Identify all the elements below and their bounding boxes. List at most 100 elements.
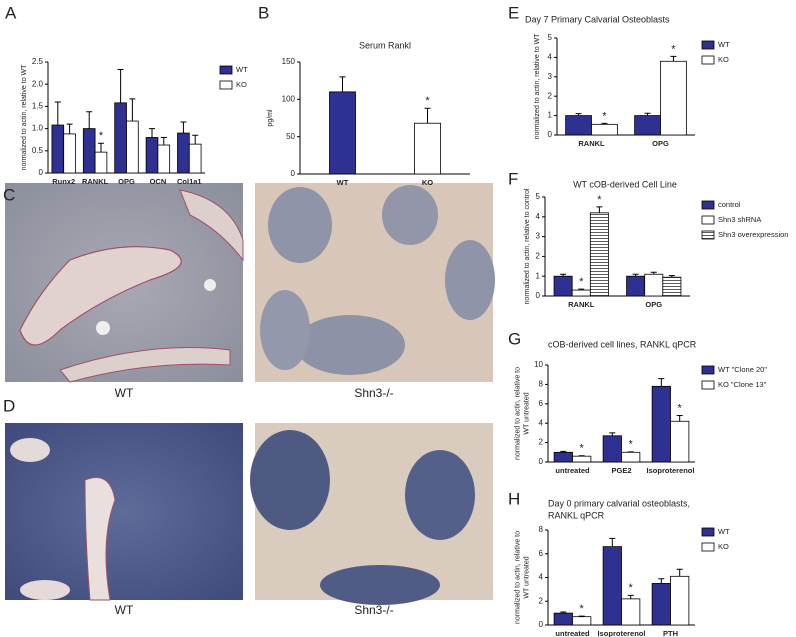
error-bar (644, 112, 651, 116)
error-bar (668, 275, 675, 278)
chart-title: Serum Rankl (359, 40, 411, 50)
x-tick-label: untreated (555, 629, 590, 637)
error-bar (129, 98, 136, 122)
x-tick-label: RANKL (568, 300, 595, 309)
y-tick-label: 2 (548, 91, 553, 100)
bar (126, 120, 139, 174)
bar (51, 124, 65, 174)
bar (572, 455, 592, 463)
bar (94, 151, 108, 174)
y-tick-label: 0 (39, 168, 44, 177)
legend-label: KO (718, 542, 729, 551)
y-tick-label: 2.5 (32, 57, 44, 66)
y-tick-label: 2.0 (32, 79, 44, 88)
y-tick-label: 0 (539, 457, 544, 466)
bar (329, 91, 356, 175)
y-tick-label: 0 (548, 130, 553, 139)
legend-label: KO (718, 55, 729, 64)
legend-swatch (701, 527, 715, 537)
error-bar (560, 273, 567, 277)
error-bar (609, 537, 616, 547)
legend-swatch (219, 80, 233, 90)
chart-title: Day 7 Primary Calvarial Osteoblasts (525, 14, 670, 24)
error-bar (578, 615, 585, 617)
y-tick-label: 4 (536, 212, 541, 221)
y-tick-label: 0 (539, 620, 544, 629)
bar (571, 289, 591, 297)
y-tick-label: 1.0 (32, 124, 44, 133)
chart: cOB-derived cell lines, RANKL qPCR normal… (514, 339, 767, 475)
error-bar (424, 107, 431, 124)
x-tick-label: OPG (645, 300, 662, 309)
x-tick-label: RANKL (578, 139, 605, 148)
y-tick-label: 5 (548, 33, 553, 42)
bar (591, 123, 618, 136)
bar (553, 275, 573, 297)
image-caption: WT (115, 603, 134, 617)
panel-letter: A (5, 3, 17, 22)
bar (621, 451, 641, 463)
y-tick-label: 100 (282, 94, 296, 103)
y-tick-label: 3 (548, 72, 553, 81)
error-bar (117, 69, 124, 103)
chart: normalized to actin, relative to WT 0 0.5 1… (21, 57, 248, 186)
legend-label: WT (236, 65, 248, 74)
legend-label: WT "Clone 20" (718, 365, 767, 374)
error-bar (658, 378, 665, 387)
chart-title: cOB-derived cell lines, RANKL qPCR (548, 339, 697, 349)
x-tick-label: RANKL (82, 177, 109, 186)
bar (114, 102, 127, 174)
error-bar (676, 568, 683, 577)
image-caption: Shn3-/- (354, 603, 393, 617)
error-bar (560, 611, 567, 614)
bar (414, 122, 441, 175)
error-bar (658, 578, 665, 584)
x-tick-label: WT (337, 178, 349, 187)
y-tick-label: 6 (539, 399, 544, 408)
bar (157, 144, 171, 174)
y-tick-label: 0.5 (32, 146, 44, 155)
significance-mark: * (580, 603, 585, 615)
significance-mark: * (671, 43, 676, 55)
y-tick-label: 1 (548, 111, 553, 120)
y-tick-label: 2 (539, 596, 544, 605)
significance-mark: * (425, 95, 430, 107)
y-axis-label: pg/ml (267, 109, 274, 127)
y-tick-label: 2 (536, 252, 541, 261)
x-tick-label: PGE2 (611, 466, 631, 475)
y-axis-label: WT untreated (523, 392, 530, 434)
bar (177, 132, 190, 174)
x-tick-label: Runx2 (52, 177, 75, 186)
y-tick-label: 0 (291, 169, 296, 178)
chart: WT cOB-derived Cell Line normalized to ac… (524, 179, 789, 309)
legend-label: Shn3 overexpression (718, 230, 788, 239)
y-tick-label: 1.5 (32, 102, 44, 111)
chart-title: RANKL qPCR (548, 510, 605, 520)
error-bar (339, 76, 346, 92)
panel-letter: C (3, 185, 15, 204)
bar (602, 546, 622, 626)
panel-letter: E (508, 3, 519, 22)
bar (670, 420, 690, 463)
chart-title: WT cOB-derived Cell Line (573, 179, 677, 189)
legend-label: KO "Clone 13" (718, 380, 767, 389)
legend-label: WT (718, 40, 730, 49)
bar (565, 115, 592, 136)
error-bar (86, 111, 93, 129)
error-bar (601, 122, 608, 125)
x-tick-label: OPG (118, 177, 135, 186)
y-tick-label: 50 (286, 132, 295, 141)
bar (634, 115, 661, 136)
y-tick-label: 1 (536, 271, 541, 280)
y-tick-label: 4 (548, 53, 553, 62)
y-tick-label: 2 (539, 438, 544, 447)
legend-swatch (701, 542, 715, 552)
legend-label: WT (718, 527, 730, 536)
significance-mark: * (602, 110, 607, 122)
chart: Day 0 primary calvarial osteoblasts, RANK… (514, 498, 730, 637)
legend-label: KO (236, 80, 247, 89)
panel-letter: G (508, 329, 521, 348)
error-bar (54, 101, 61, 126)
bar (660, 60, 687, 136)
